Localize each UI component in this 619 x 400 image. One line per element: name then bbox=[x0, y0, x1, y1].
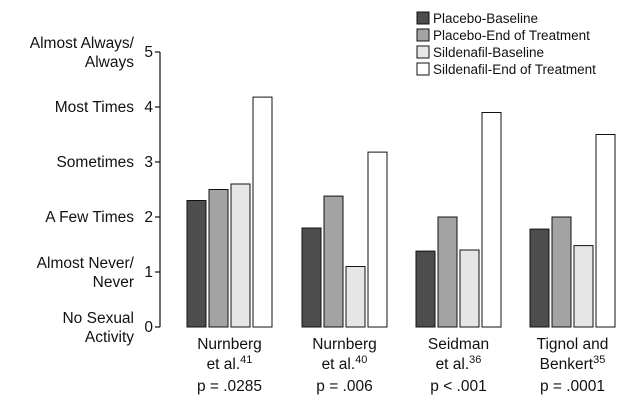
y-tick-number: 4 bbox=[144, 99, 153, 116]
category-label-line2: et al.41 bbox=[207, 354, 253, 373]
bar bbox=[552, 217, 571, 327]
bar bbox=[187, 201, 206, 328]
bar bbox=[416, 251, 435, 327]
category-label-line1: Nurnberg bbox=[312, 336, 377, 353]
y-tick-label: Sometimes bbox=[56, 154, 134, 171]
category-label-line1: Seidman bbox=[428, 336, 489, 353]
bar bbox=[253, 97, 272, 327]
legend-label: Sildenafil-Baseline bbox=[433, 45, 544, 60]
bar bbox=[530, 229, 549, 327]
category-label-line1: Nurnberg bbox=[197, 336, 262, 353]
p-value-label: p < .001 bbox=[430, 378, 486, 395]
p-value-label: p = .0285 bbox=[197, 378, 262, 395]
category-label-line2: et al.40 bbox=[322, 354, 368, 373]
y-tick-number: 0 bbox=[144, 319, 153, 336]
y-tick-number: 5 bbox=[144, 44, 153, 61]
y-tick-label: Almost Never/ bbox=[37, 255, 135, 272]
bar bbox=[482, 113, 501, 328]
category-label-line2: Benkert35 bbox=[540, 354, 606, 373]
axes: 0 No Sexual Activity 1 Almost Never/Never 2 A … bbox=[30, 35, 160, 346]
reference-superscript: 40 bbox=[355, 354, 367, 366]
p-value-label: p = .0001 bbox=[540, 378, 605, 395]
legend-swatch bbox=[417, 46, 429, 58]
y-tick-label: Always bbox=[85, 54, 134, 71]
legend-label: Sildenafil-End of Treatment bbox=[433, 62, 596, 77]
legend-swatch bbox=[417, 12, 429, 24]
bar bbox=[302, 228, 321, 327]
legend-swatch bbox=[417, 63, 429, 75]
y-tick-number: 3 bbox=[144, 154, 153, 171]
bar bbox=[438, 217, 457, 327]
reference-superscript: 36 bbox=[469, 354, 481, 366]
bars bbox=[187, 97, 615, 327]
y-tick-label: Never bbox=[93, 274, 134, 291]
y-tick-number: 2 bbox=[144, 209, 153, 226]
legend-label: Placebo-End of Treatment bbox=[433, 28, 590, 43]
legend: Placebo-Baseline Placebo-End of Treatment… bbox=[417, 11, 596, 77]
category-label-line2: et al.36 bbox=[436, 354, 482, 373]
reference-superscript: 41 bbox=[240, 354, 252, 366]
bar bbox=[460, 250, 479, 327]
bar bbox=[596, 135, 615, 328]
y-tick-number: 1 bbox=[144, 264, 153, 281]
legend-label: Placebo-Baseline bbox=[433, 11, 538, 26]
legend-swatch bbox=[417, 29, 429, 41]
bar bbox=[209, 190, 228, 328]
y-tick-label: Almost Always/ bbox=[30, 35, 135, 52]
bar bbox=[231, 184, 250, 327]
category-label-line1: Tignol and bbox=[537, 336, 609, 353]
p-value-label: p = .006 bbox=[316, 378, 372, 395]
bar bbox=[346, 267, 365, 328]
bar bbox=[324, 196, 343, 327]
y-tick-label: No Sexual bbox=[62, 310, 134, 327]
y-tick-label: Most Times bbox=[55, 99, 134, 116]
y-tick-label: Activity bbox=[85, 329, 134, 346]
y-tick-label: A Few Times bbox=[45, 209, 134, 226]
reference-superscript: 35 bbox=[593, 354, 605, 366]
bar bbox=[574, 246, 593, 327]
bar bbox=[368, 152, 387, 327]
